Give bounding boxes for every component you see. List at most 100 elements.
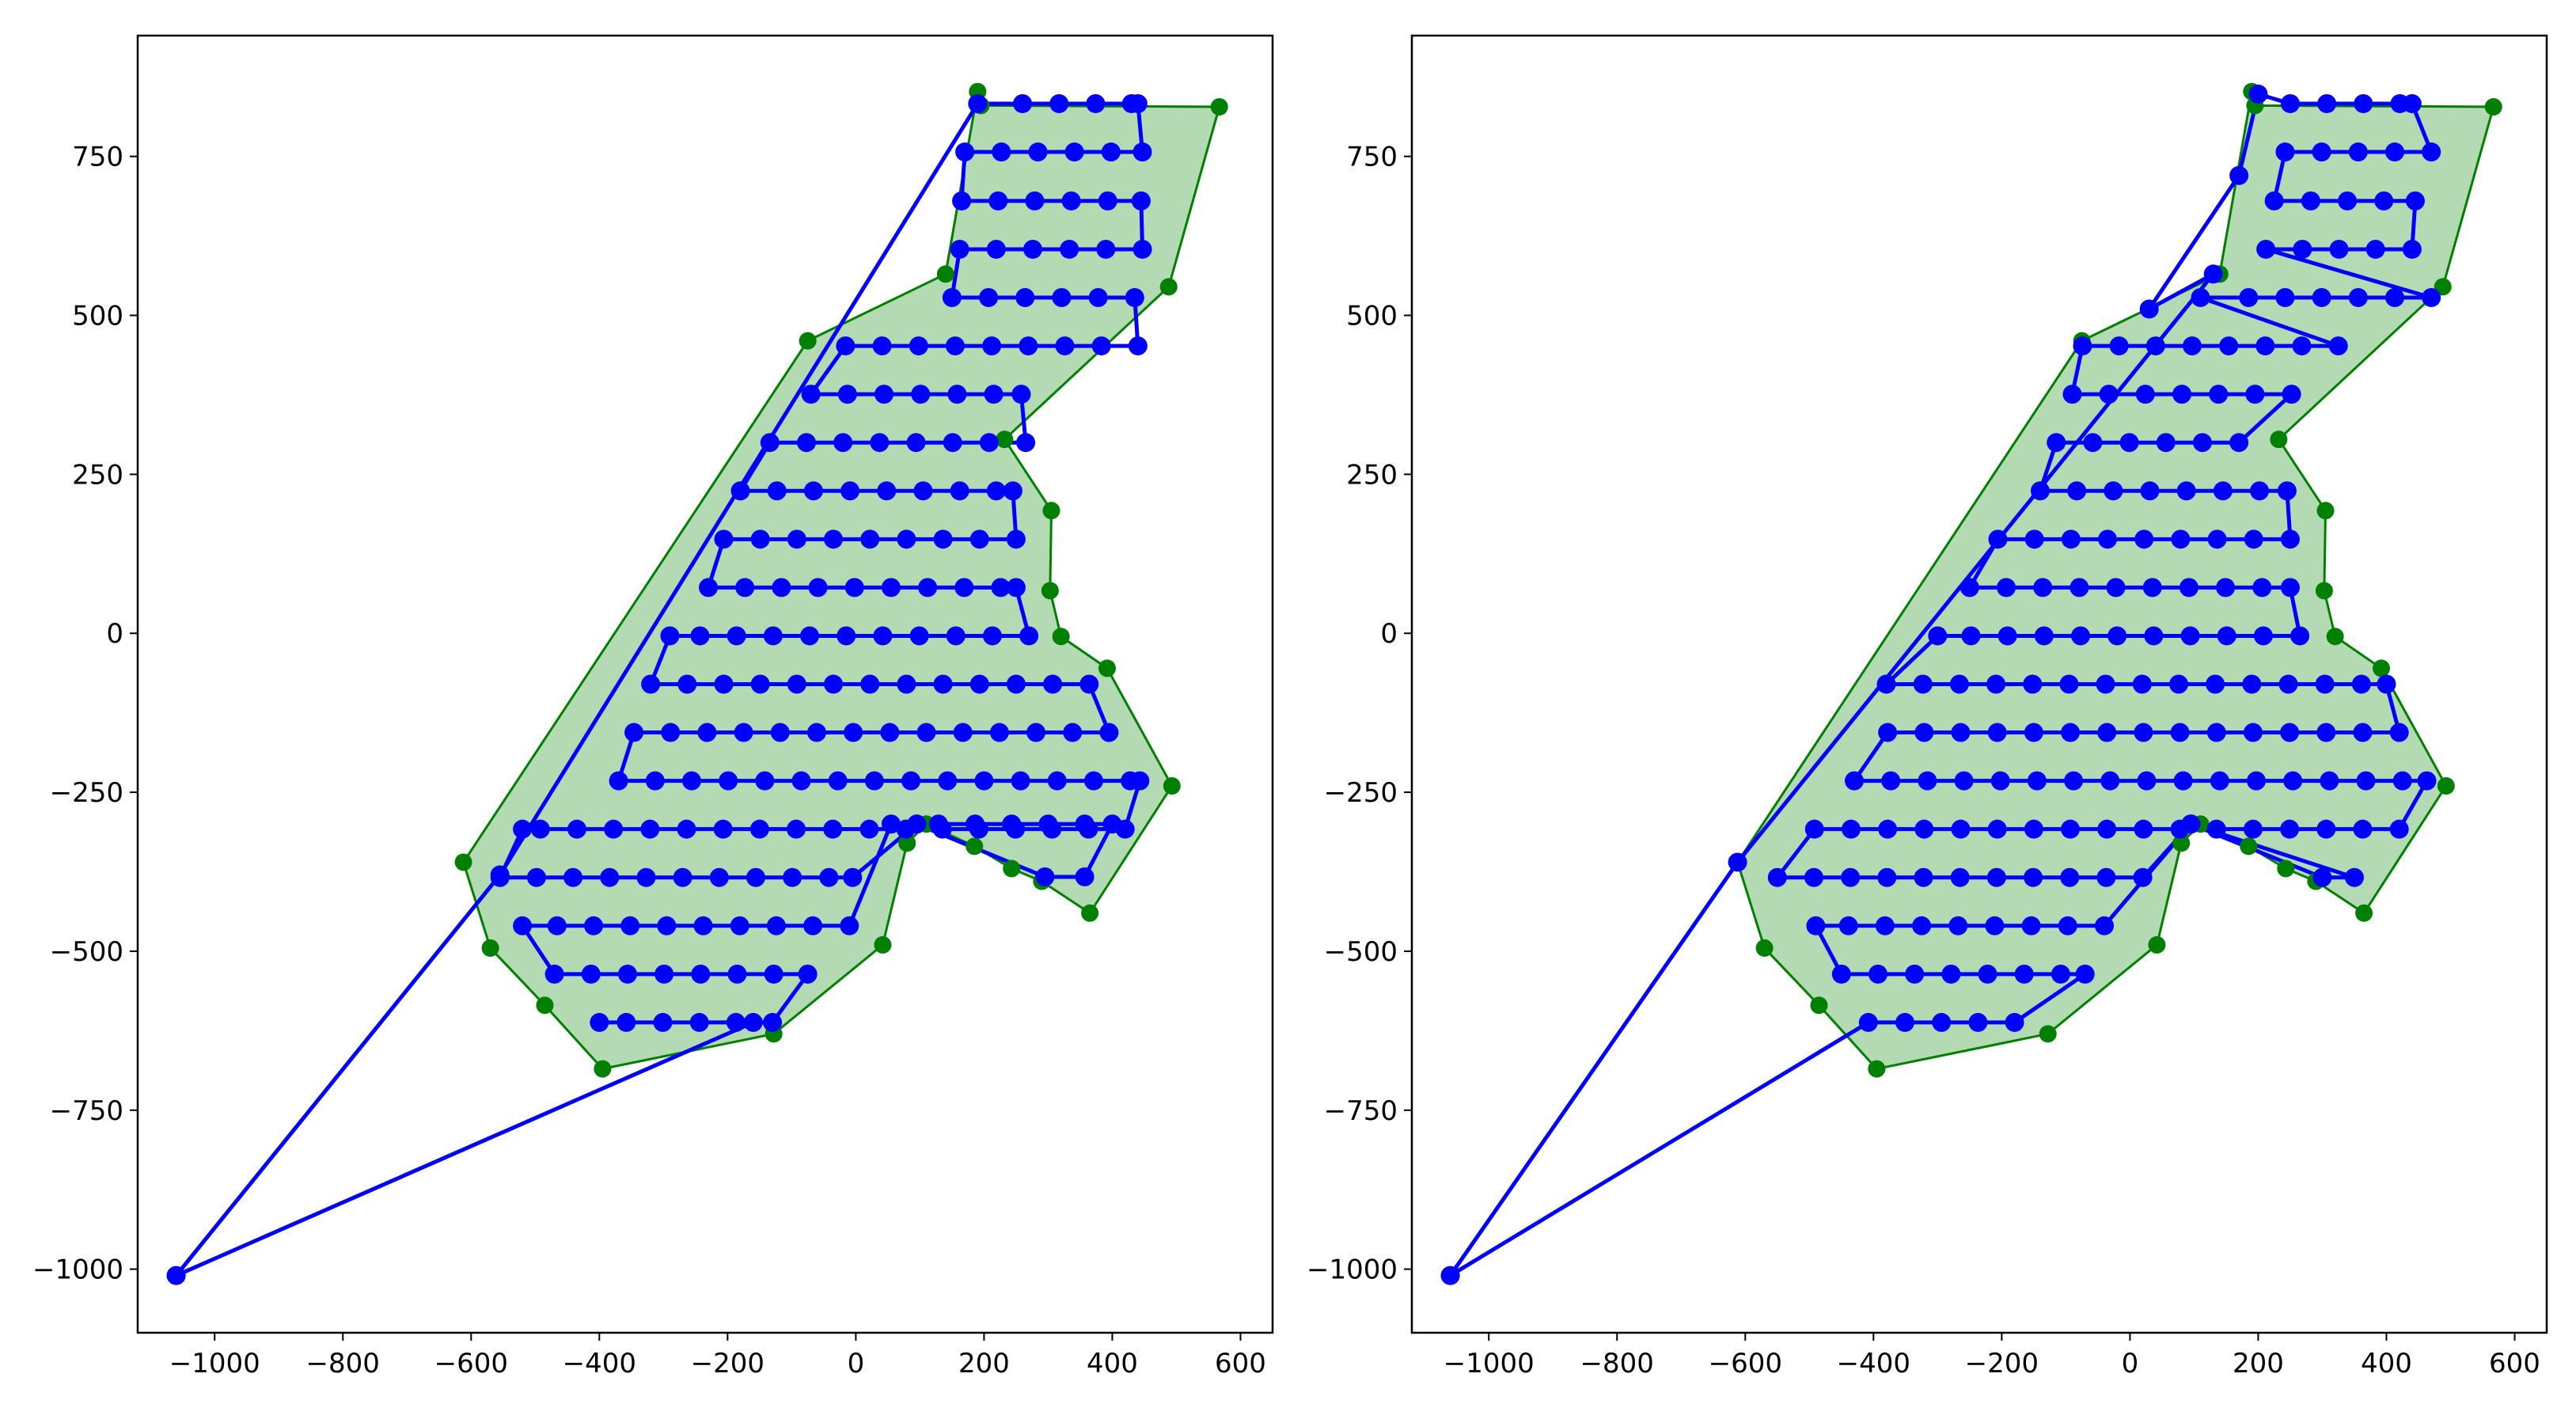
path-waypoint-point bbox=[938, 771, 958, 791]
polygon-vertex-point bbox=[2315, 582, 2333, 600]
path-waypoint-point bbox=[1035, 867, 1055, 886]
path-waypoint-point bbox=[1838, 916, 1858, 935]
path-waypoint-point bbox=[2181, 814, 2201, 834]
path-waypoint-point bbox=[2203, 264, 2223, 284]
path-waypoint-point bbox=[2097, 819, 2117, 839]
path-waypoint-point bbox=[800, 626, 820, 646]
path-waypoint-point bbox=[872, 336, 892, 356]
path-waypoint-point bbox=[2139, 299, 2159, 319]
polygon-vertex-point bbox=[1868, 1060, 1886, 1078]
path-waypoint-point bbox=[897, 529, 916, 549]
path-waypoint-point bbox=[746, 867, 766, 887]
path-waypoint-point bbox=[1025, 191, 1045, 211]
path-waypoint-point bbox=[2229, 165, 2249, 185]
path-waypoint-point bbox=[1950, 867, 1970, 887]
path-waypoint-point bbox=[719, 771, 738, 791]
path-waypoint-point bbox=[1098, 191, 1117, 211]
path-waypoint-point bbox=[730, 916, 749, 935]
path-waypoint-point bbox=[2239, 288, 2259, 308]
path-waypoint-point bbox=[833, 433, 853, 453]
path-waypoint-point bbox=[2320, 771, 2339, 791]
path-waypoint-point bbox=[1015, 288, 1035, 308]
path-waypoint-point bbox=[1055, 336, 1075, 356]
y-tick-label: 500 bbox=[1346, 301, 1398, 332]
path-waypoint-point bbox=[2096, 867, 2116, 887]
path-waypoint-point bbox=[766, 916, 786, 935]
path-waypoint-point bbox=[881, 814, 901, 834]
x-tick-label: 600 bbox=[1215, 1348, 1266, 1379]
path-waypoint-point bbox=[837, 385, 857, 404]
path-waypoint-point bbox=[1060, 239, 1079, 259]
path-waypoint-point bbox=[2109, 336, 2129, 356]
path-waypoint-point bbox=[955, 142, 975, 162]
path-waypoint-point bbox=[2192, 433, 2212, 453]
path-waypoint-point bbox=[1043, 674, 1063, 694]
path-waypoint-point bbox=[1841, 867, 1861, 887]
path-waypoint-point bbox=[2061, 529, 2081, 549]
path-waypoint-point bbox=[1895, 1012, 1915, 1032]
path-waypoint-point bbox=[2135, 385, 2155, 404]
x-tick-label: −200 bbox=[691, 1348, 764, 1379]
path-waypoint-point bbox=[933, 674, 953, 694]
path-waypoint-point bbox=[1928, 626, 1948, 646]
polygon-vertex-point bbox=[898, 834, 916, 852]
path-waypoint-point bbox=[616, 1012, 636, 1032]
x-tick-label: 400 bbox=[1087, 1348, 1138, 1379]
path-waypoint-point bbox=[604, 819, 624, 839]
path-waypoint-point bbox=[913, 481, 933, 501]
path-waypoint-point bbox=[1079, 674, 1099, 694]
y-tick-label: 0 bbox=[106, 618, 123, 650]
path-waypoint-point bbox=[969, 529, 989, 549]
path-waypoint-point bbox=[2133, 867, 2153, 887]
polygon-vertex-point bbox=[2316, 502, 2335, 520]
path-waypoint-point bbox=[1949, 674, 1969, 694]
path-waypoint-point bbox=[547, 916, 567, 935]
path-waypoint-point bbox=[1914, 867, 1933, 887]
path-waypoint-point bbox=[693, 916, 713, 935]
path-waypoint-point bbox=[947, 385, 967, 404]
path-waypoint-point bbox=[2354, 93, 2373, 113]
path-waypoint-point bbox=[653, 1012, 673, 1032]
path-waypoint-point bbox=[2301, 191, 2320, 211]
path-waypoint-point bbox=[952, 191, 972, 211]
path-waypoint-point bbox=[1132, 142, 1152, 162]
polygon-vertex-point bbox=[2039, 1025, 2057, 1043]
path-waypoint-point bbox=[1913, 674, 1933, 694]
polygon-vertex-point bbox=[2270, 431, 2288, 449]
path-waypoint-point bbox=[1877, 867, 1897, 887]
path-waypoint-point bbox=[2253, 626, 2273, 646]
path-waypoint-point bbox=[767, 481, 787, 501]
polygon-vertex-point bbox=[2240, 837, 2258, 856]
path-waypoint-point bbox=[966, 814, 985, 834]
path-waypoint-point bbox=[2024, 867, 2043, 887]
path-waypoint-point bbox=[1986, 867, 2006, 887]
path-waypoint-point bbox=[860, 674, 880, 694]
path-waypoint-point bbox=[2246, 771, 2266, 791]
path-waypoint-point bbox=[2061, 819, 2081, 839]
path-waypoint-point bbox=[1767, 867, 1787, 887]
path-waypoint-point bbox=[763, 626, 783, 646]
path-waypoint-point bbox=[764, 964, 783, 984]
path-waypoint-point bbox=[787, 529, 806, 549]
path-waypoint-point bbox=[1128, 336, 1148, 356]
path-waypoint-point bbox=[870, 433, 890, 453]
path-waypoint-point bbox=[697, 723, 717, 742]
path-waypoint-point bbox=[2172, 385, 2192, 404]
path-waypoint-point bbox=[2100, 771, 2120, 791]
path-waypoint-point bbox=[1878, 723, 1898, 742]
path-waypoint-point bbox=[2071, 626, 2091, 646]
path-waypoint-point bbox=[803, 916, 823, 935]
path-waypoint-point bbox=[1132, 239, 1152, 259]
path-waypoint-point bbox=[950, 239, 969, 259]
path-waypoint-point bbox=[2064, 771, 2084, 791]
path-waypoint-point bbox=[760, 433, 780, 453]
path-waypoint-point bbox=[2312, 867, 2332, 887]
path-waypoint-point bbox=[1960, 578, 1979, 598]
path-waypoint-point bbox=[673, 867, 692, 887]
path-waypoint-point bbox=[2316, 819, 2336, 839]
path-waypoint-point bbox=[1876, 674, 1896, 694]
path-waypoint-point bbox=[660, 626, 680, 646]
polygon-vertex-point bbox=[536, 996, 554, 1015]
path-waypoint-point bbox=[2024, 723, 2043, 742]
path-waypoint-point bbox=[2059, 674, 2079, 694]
